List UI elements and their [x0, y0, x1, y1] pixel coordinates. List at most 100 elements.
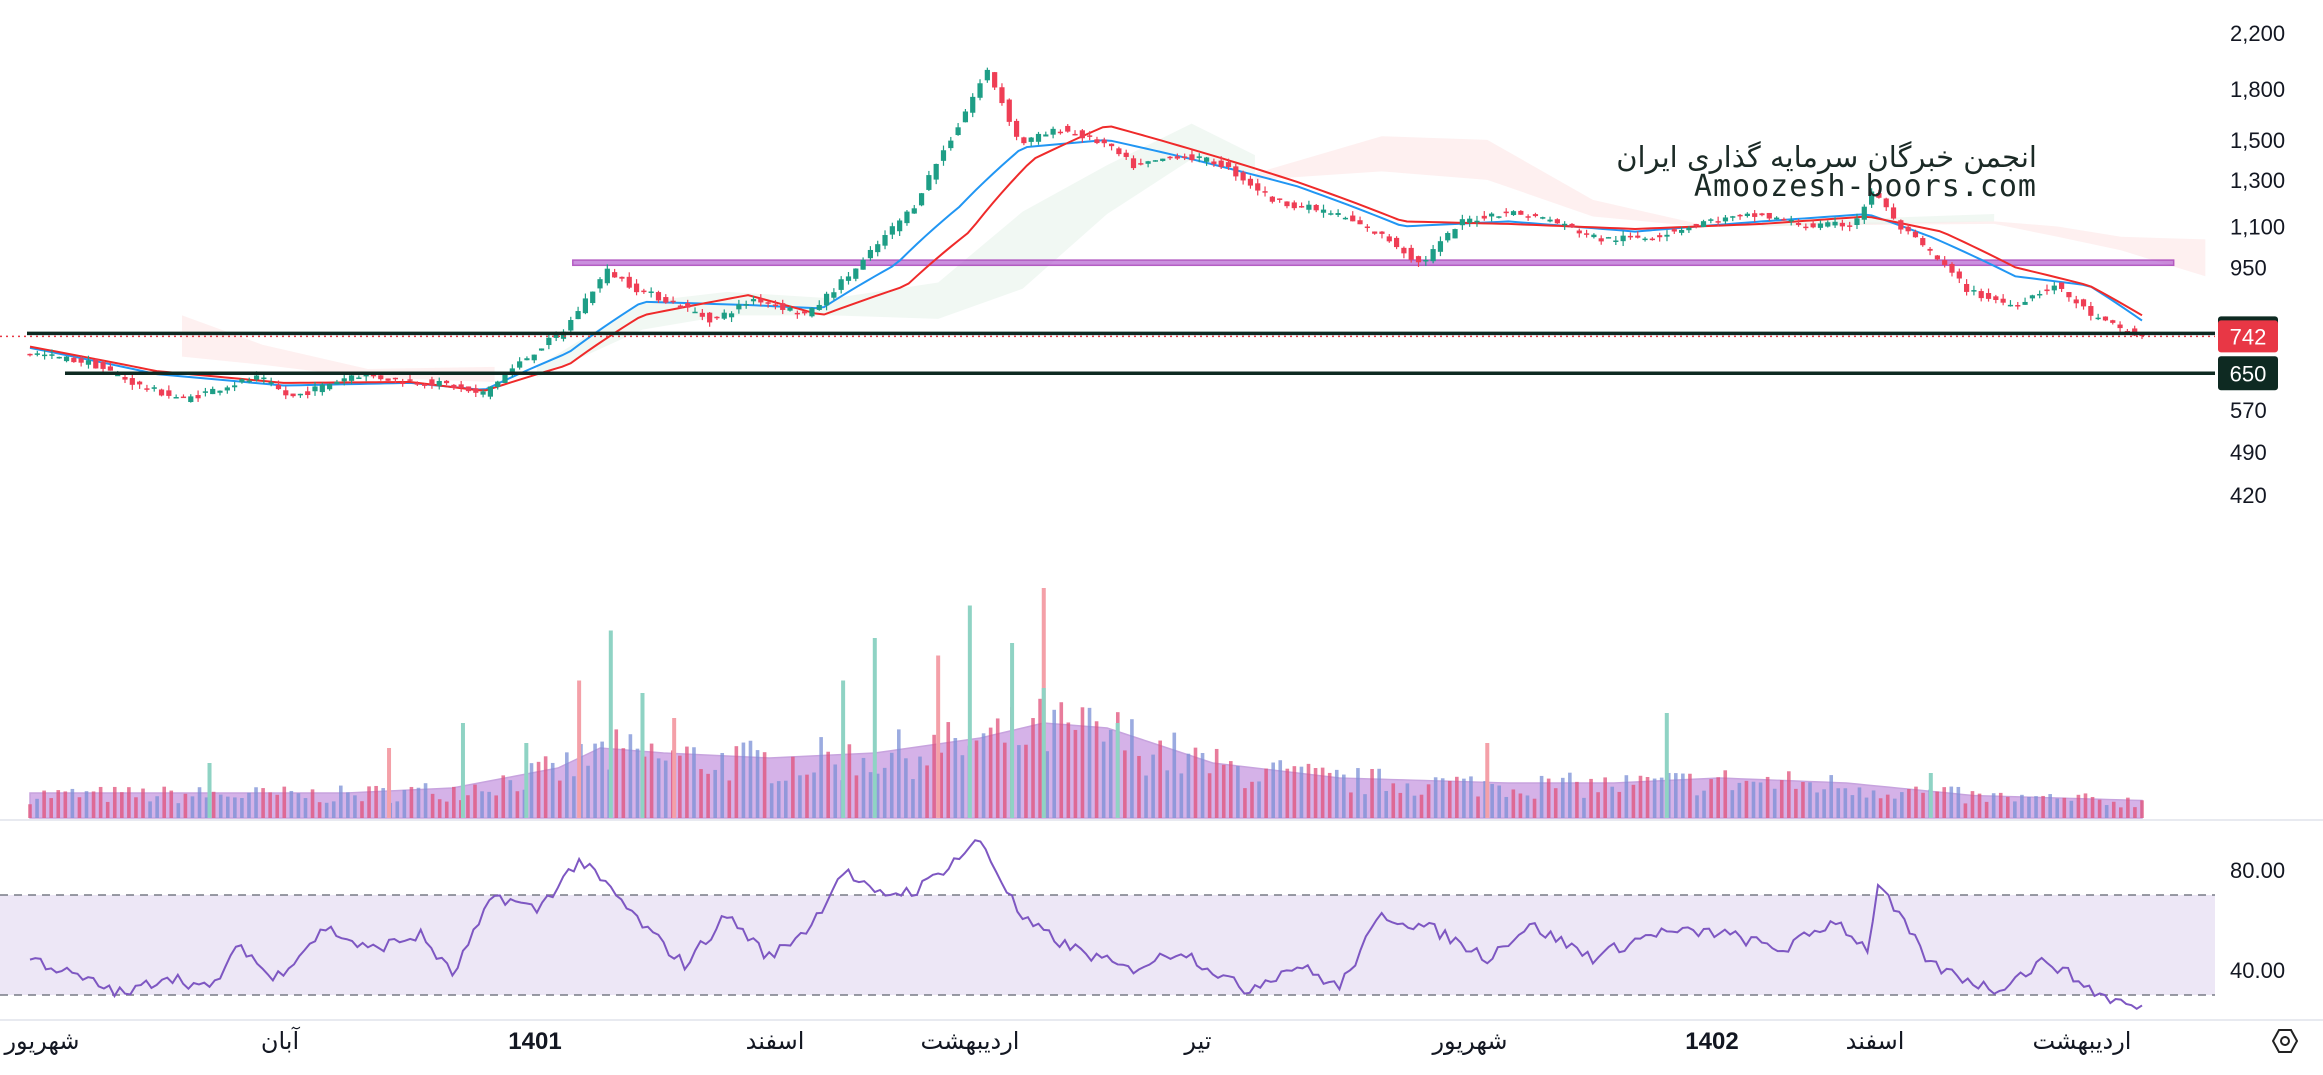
- volume-bar: [762, 752, 767, 818]
- watermark: انجمن خبرگان سرمایه گذاری ایران Amoozesh…: [1616, 142, 2037, 202]
- volume-bar: [699, 769, 703, 818]
- candle-body: [1569, 223, 1575, 227]
- volume-bar: [593, 743, 597, 818]
- volume-bar: [1172, 732, 1177, 818]
- candle-body: [802, 311, 808, 314]
- volume-bar: [473, 784, 477, 818]
- volume-bar: [1236, 766, 1240, 818]
- volume-bar: [1412, 795, 1417, 818]
- volume-bar: [1560, 777, 1565, 818]
- volume-bar: [1589, 778, 1593, 818]
- candle-body: [42, 354, 48, 357]
- candle-body: [1284, 201, 1290, 207]
- candle-body: [49, 354, 55, 356]
- volume-pane: [28, 588, 2144, 819]
- volume-bar: [197, 787, 202, 818]
- candle-body: [1006, 99, 1012, 122]
- volume-bar: [1511, 789, 1516, 818]
- candle-body: [538, 348, 545, 351]
- candle-body: [655, 292, 662, 301]
- volume-bar: [261, 788, 265, 818]
- candle-body: [1152, 160, 1159, 162]
- candle-body: [443, 380, 450, 384]
- candle-body: [1817, 223, 1824, 228]
- volume-bar: [600, 741, 604, 818]
- volume-bar: [1956, 786, 1961, 818]
- candle-body: [984, 69, 990, 81]
- volume-spike: [1010, 643, 1015, 818]
- volume-bar: [1546, 778, 1551, 818]
- volume-bar: [1017, 745, 1021, 818]
- candle-body: [1510, 211, 1517, 216]
- volume-spike: [936, 655, 941, 818]
- time-tick-label: 1402: [1685, 1028, 1738, 1055]
- time-tick-label: شهریور: [1431, 1028, 1507, 1055]
- volume-bar: [2111, 801, 2116, 818]
- price-tick-label: 1,800: [2230, 77, 2285, 102]
- volume-bar: [1525, 795, 1530, 818]
- candle-body: [1196, 156, 1202, 158]
- candle-body: [772, 304, 779, 306]
- volume-bar: [557, 780, 562, 818]
- candle-body: [1810, 223, 1816, 228]
- candle-body: [1956, 271, 1962, 279]
- candle-body: [239, 379, 245, 383]
- candle-body: [1035, 133, 1042, 142]
- candle-body: [1532, 214, 1539, 217]
- price-axis: 2,2001,8001,5001,3001,100950670570490420…: [0, 21, 2323, 821]
- candle-body: [2088, 306, 2094, 316]
- candle-body: [1262, 191, 1268, 193]
- volume-bar: [861, 757, 866, 818]
- volume-bar: [713, 769, 717, 818]
- candle-body: [794, 312, 800, 315]
- volume-bar: [367, 786, 371, 818]
- candle-body: [1942, 260, 1948, 265]
- candle-body: [246, 380, 252, 383]
- volume-bar: [1073, 729, 1078, 818]
- volume-bar: [946, 722, 951, 818]
- volume-bar: [1815, 792, 1819, 818]
- volume-bar: [2062, 797, 2067, 818]
- volume-bar: [1709, 779, 1713, 818]
- volume-bar: [1059, 702, 1064, 818]
- candle-body: [1949, 264, 1955, 273]
- candle-body: [100, 362, 106, 369]
- volume-bar: [1320, 767, 1325, 818]
- volume-bar: [649, 743, 654, 818]
- candle-body: [2073, 299, 2079, 304]
- volume-bar: [635, 748, 640, 818]
- volume-bar: [423, 783, 428, 818]
- candle-body: [1576, 230, 1582, 234]
- candle-body: [2051, 285, 2057, 291]
- candle-body: [2095, 317, 2101, 320]
- candle-body: [63, 356, 70, 362]
- volume-bar: [1638, 775, 1643, 818]
- volume-bar: [91, 791, 96, 818]
- candle-body: [648, 291, 654, 293]
- candle-body: [1993, 296, 1999, 300]
- volume-bar: [1518, 793, 1523, 818]
- candle-body: [1620, 235, 1626, 242]
- candle-body: [451, 384, 457, 388]
- time-tick-label: اردیبهشت: [921, 1028, 1020, 1055]
- candle-body: [1912, 231, 1919, 238]
- volume-bar: [755, 750, 760, 818]
- candle-body: [765, 302, 771, 304]
- volume-spike: [387, 748, 392, 818]
- volume-bar: [1052, 709, 1057, 818]
- volume-bar: [190, 796, 195, 818]
- volume-bar: [1391, 783, 1396, 818]
- candle-body: [1554, 219, 1560, 224]
- volume-bar: [988, 727, 993, 818]
- volume-bar: [444, 801, 449, 818]
- volume-bar: [1257, 781, 1261, 818]
- candle-body: [1474, 220, 1480, 223]
- volume-bar: [1356, 768, 1360, 818]
- candle-body: [268, 382, 274, 384]
- chart-settings-button[interactable]: [2268, 1024, 2302, 1058]
- candle-body: [1386, 236, 1392, 242]
- volume-bar: [1949, 786, 1954, 818]
- volume-bar: [1165, 770, 1170, 818]
- volume-bar: [1101, 741, 1106, 818]
